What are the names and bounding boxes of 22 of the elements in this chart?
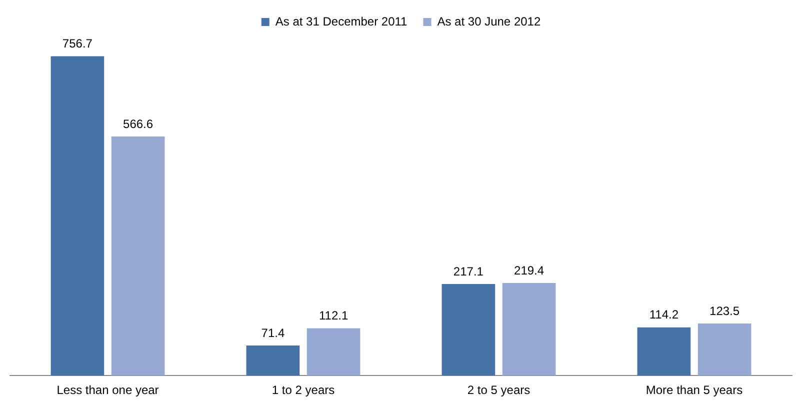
bar xyxy=(50,56,104,376)
x-tick-label: Less than one year xyxy=(56,383,159,398)
x-tick-label: 2 to 5 years xyxy=(467,383,530,398)
bar xyxy=(637,327,691,376)
bar xyxy=(111,136,165,376)
data-label: 217.1 xyxy=(453,264,484,278)
data-label: 219.4 xyxy=(514,263,544,278)
bar xyxy=(442,284,496,376)
data-label: 756.7 xyxy=(62,36,93,51)
data-label: 71.4 xyxy=(261,326,285,340)
legend-label: As at 30 June 2012 xyxy=(437,14,541,28)
legend-label: As at 31 December 2011 xyxy=(275,14,408,28)
x-tick-label: More than 5 years xyxy=(646,383,743,398)
data-label: 114.2 xyxy=(649,308,679,322)
x-tick-label: 1 to 2 years xyxy=(272,383,335,398)
bar xyxy=(698,323,752,376)
bar xyxy=(246,345,300,376)
bar xyxy=(502,283,556,376)
data-label: 123.5 xyxy=(710,304,740,318)
data-label: 566.6 xyxy=(123,116,154,131)
data-label: 112.1 xyxy=(318,308,348,323)
bar xyxy=(306,328,360,376)
